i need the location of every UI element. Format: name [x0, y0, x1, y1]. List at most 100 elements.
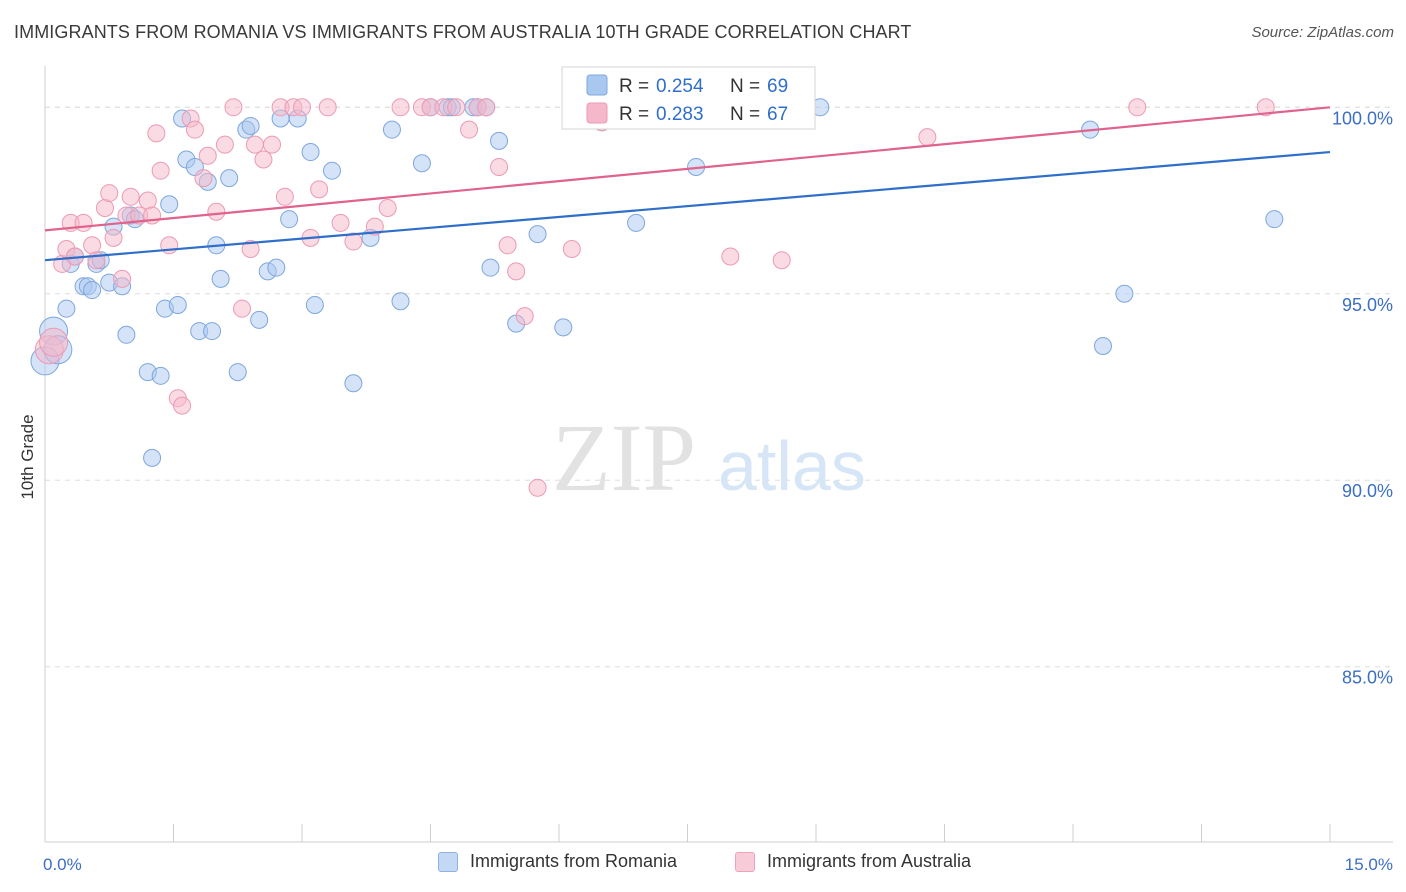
point-australia	[1256, 98, 1275, 117]
point-romania	[391, 292, 410, 311]
legend-r-value: 0.254	[656, 76, 704, 97]
point-australia	[100, 184, 119, 203]
point-australia	[113, 269, 132, 288]
point-australia	[293, 98, 311, 117]
point-romania	[481, 258, 500, 277]
point-australia	[918, 128, 937, 147]
point-romania	[490, 131, 509, 150]
point-romania	[220, 169, 239, 188]
point-australia	[721, 247, 740, 266]
point-australia	[224, 98, 243, 117]
point-romania	[267, 258, 286, 277]
point-romania	[528, 225, 547, 244]
point-australia	[528, 478, 547, 497]
y-tick-labels: 85.0% 90.0% 95.0% 100.0%	[1332, 108, 1393, 687]
point-romania	[203, 322, 222, 341]
trend-line-australia	[44, 106, 1331, 232]
point-australia	[275, 187, 294, 206]
point-romania	[344, 374, 363, 393]
legend-label-australia: Immigrants from Australia	[767, 851, 972, 871]
point-australia	[83, 236, 102, 255]
point-australia	[1128, 98, 1147, 117]
point-australia	[245, 135, 264, 154]
legend-swatch-australia	[735, 851, 755, 872]
point-australia	[460, 120, 479, 139]
legend-item-romania[interactable]: Immigrants from Romania	[438, 851, 677, 872]
point-australia	[198, 146, 217, 165]
y-tick-label: 85.0%	[1342, 668, 1393, 688]
point-romania	[211, 269, 230, 288]
x-tick-label-max: 15.0%	[1345, 855, 1393, 874]
legend-n-label: N =	[730, 76, 765, 97]
point-romania	[143, 448, 162, 467]
legend-swatch-romania	[438, 851, 458, 872]
point-romania	[1115, 284, 1134, 303]
point-australia	[477, 98, 496, 117]
legend-r-label: R =	[619, 104, 654, 125]
point-australia	[87, 251, 106, 270]
point-australia	[95, 198, 114, 217]
point-romania	[382, 120, 401, 139]
legend-n-value: 67	[767, 104, 788, 125]
point-australia	[104, 228, 123, 247]
point-australia	[344, 232, 363, 251]
legend-label-romania: Immigrants from Romania	[470, 851, 678, 871]
point-romania	[280, 210, 299, 229]
y-tick-label: 90.0%	[1342, 481, 1393, 501]
point-australia	[310, 180, 329, 199]
point-romania	[83, 281, 102, 300]
point-australia	[254, 150, 273, 169]
legend-row-australia: R = 0.283 N = 67	[619, 104, 788, 125]
point-australia	[194, 169, 213, 188]
point-romania	[228, 363, 247, 382]
legend-swatch-australia	[586, 102, 608, 124]
point-romania	[1265, 210, 1284, 229]
watermark: ZIP atlas	[552, 404, 866, 511]
watermark-zip: ZIP	[552, 404, 696, 511]
legend-r-value: 0.283	[656, 104, 704, 125]
source-label: Source: ZipAtlas.com	[1251, 24, 1394, 41]
point-australia	[447, 98, 466, 117]
point-romania	[151, 366, 170, 385]
point-australia	[173, 396, 192, 415]
point-australia	[490, 157, 509, 176]
point-romania	[412, 154, 431, 173]
point-australia	[121, 187, 140, 206]
point-australia	[331, 213, 350, 232]
point-australia	[207, 202, 226, 221]
legend-n-value: 69	[767, 76, 788, 97]
point-australia	[151, 161, 170, 180]
point-romania	[160, 195, 179, 214]
point-romania	[117, 325, 136, 344]
legend-n-label: N =	[730, 104, 765, 125]
point-romania	[1093, 336, 1112, 355]
point-australia	[507, 262, 526, 281]
bottom-legend: Immigrants from Romania Immigrants from …	[0, 851, 1406, 877]
point-romania	[250, 310, 269, 329]
y-axis-label: 10th Grade	[18, 414, 37, 499]
watermark-atlas: atlas	[718, 427, 866, 505]
point-romania	[241, 116, 260, 135]
point-romania	[301, 143, 320, 162]
point-australia	[498, 236, 517, 255]
point-romania	[627, 213, 646, 232]
point-australia	[215, 135, 234, 154]
trend-line-romania	[44, 150, 1331, 262]
trend-lines	[44, 106, 1331, 262]
point-australia	[39, 327, 69, 357]
point-romania	[305, 295, 324, 314]
chart-title: IMMIGRANTS FROM ROMANIA VS IMMIGRANTS FR…	[14, 22, 912, 42]
point-romania	[322, 161, 341, 180]
point-australia	[378, 198, 397, 217]
point-australia	[365, 217, 384, 236]
point-australia	[233, 299, 252, 318]
point-romania	[168, 295, 187, 314]
legend-swatch-romania	[586, 74, 608, 96]
legend-r-label: R =	[619, 76, 654, 97]
point-australia	[263, 135, 282, 154]
x-tick-label-min: 0.0%	[43, 855, 82, 874]
legend-item-australia[interactable]: Immigrants from Australia	[735, 851, 971, 872]
point-australia	[147, 124, 166, 143]
point-romania	[554, 318, 573, 337]
